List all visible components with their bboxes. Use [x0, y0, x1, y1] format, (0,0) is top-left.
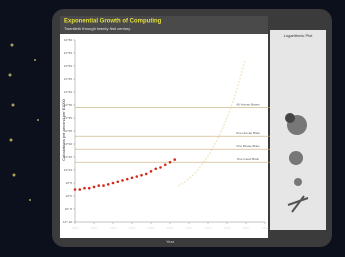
- y-tick-label: 10^15: [64, 155, 72, 159]
- x-tick-label: 1960: [129, 226, 136, 230]
- data-point: [145, 173, 148, 176]
- x-tick-label: 2080: [243, 226, 250, 230]
- y-tick-label: 10^-5: [65, 207, 73, 211]
- data-point: [135, 175, 138, 178]
- data-point: [102, 184, 105, 187]
- x-tick-label: 1940: [110, 226, 117, 230]
- x-tick-label: 2060: [224, 226, 231, 230]
- data-point: [140, 174, 143, 177]
- y-tick-label: 10^60: [64, 38, 72, 42]
- data-point: [131, 177, 134, 180]
- x-tick-label: 1900: [72, 226, 79, 230]
- panel-title: Logarithmic Plot: [284, 33, 314, 38]
- y-tick-label: 10^35: [64, 103, 72, 107]
- y-tick-label: 10^0: [66, 194, 73, 198]
- x-tick-label: 1920: [91, 226, 98, 230]
- x-axis-label: Year: [166, 239, 175, 244]
- data-point: [150, 170, 153, 173]
- y-tick-label: 10^50: [64, 64, 72, 68]
- y-tick-label: 10^5: [66, 181, 73, 185]
- x-tick-label: 1980: [148, 226, 155, 230]
- data-point: [159, 166, 162, 169]
- x-tick-label: 2000: [167, 226, 174, 230]
- reference-label: All Human Brains: [236, 102, 260, 106]
- data-point: [97, 184, 100, 187]
- data-point: [83, 187, 86, 190]
- y-tick-label: 10^-10: [63, 220, 72, 224]
- x-tick-label: 2020: [186, 226, 193, 230]
- data-point: [164, 164, 167, 167]
- data-point: [173, 158, 176, 161]
- x-tick-label: 2040: [205, 226, 212, 230]
- data-point: [74, 188, 77, 191]
- data-point: [112, 182, 115, 185]
- data-point: [126, 178, 129, 181]
- data-point: [93, 186, 96, 189]
- data-point: [121, 179, 124, 182]
- data-point: [78, 188, 81, 191]
- y-tick-label: 10^10: [64, 168, 72, 172]
- reference-label: One Mouse Brain: [236, 144, 260, 148]
- y-tick-label: 10^30: [64, 116, 72, 120]
- x-tick-label: 2100: [262, 226, 269, 230]
- reference-label: One Insect Brain: [237, 157, 260, 161]
- y-tick-label: 10^40: [64, 90, 72, 94]
- data-point: [169, 161, 172, 164]
- plot-background: [60, 16, 268, 238]
- screenshot: Exponential Growth of Computing Twentiet…: [0, 0, 345, 257]
- y-tick-label: 10^45: [64, 77, 72, 81]
- data-point: [154, 167, 157, 170]
- y-tick-label: 10^25: [64, 129, 72, 133]
- y-tick-label: 10^20: [64, 142, 72, 146]
- chart-subtitle: Twentieth through twenty first century: [64, 26, 130, 31]
- reference-label: One Human Brain: [236, 131, 260, 135]
- data-point: [88, 187, 91, 190]
- chart-title: Exponential Growth of Computing: [64, 19, 162, 25]
- y-tick-label: 10^55: [64, 51, 72, 55]
- data-point: [107, 183, 110, 186]
- data-point: [116, 180, 119, 183]
